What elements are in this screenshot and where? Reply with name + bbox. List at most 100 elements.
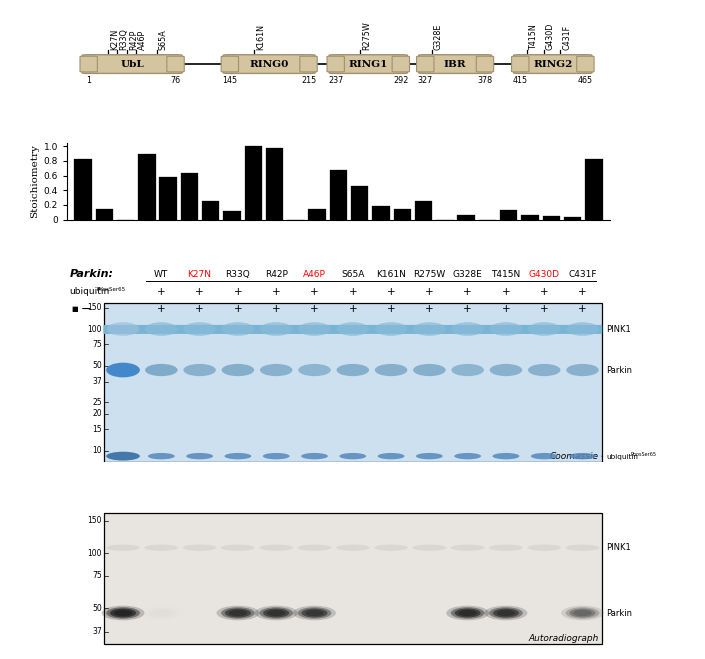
Ellipse shape: [446, 606, 489, 620]
Text: +: +: [425, 304, 434, 314]
Ellipse shape: [490, 364, 522, 376]
Text: +: +: [463, 304, 472, 314]
Ellipse shape: [224, 453, 251, 459]
Text: 415: 415: [513, 76, 528, 86]
Ellipse shape: [183, 544, 216, 551]
Ellipse shape: [148, 608, 174, 617]
Text: +: +: [157, 287, 166, 297]
Ellipse shape: [416, 453, 443, 459]
Ellipse shape: [412, 544, 446, 551]
Ellipse shape: [497, 610, 515, 616]
Text: WT: WT: [154, 270, 168, 279]
Bar: [393, 210, 411, 219]
Text: C431F: C431F: [563, 24, 572, 49]
Text: +: +: [233, 287, 243, 297]
Ellipse shape: [375, 322, 407, 336]
Text: A46P: A46P: [138, 29, 147, 49]
Ellipse shape: [484, 606, 527, 620]
Text: 100: 100: [87, 324, 102, 333]
Ellipse shape: [374, 544, 408, 551]
Bar: [415, 201, 432, 219]
Ellipse shape: [263, 608, 289, 617]
Text: G430D: G430D: [546, 22, 555, 49]
Text: 150: 150: [87, 303, 102, 312]
Ellipse shape: [259, 607, 293, 619]
FancyBboxPatch shape: [300, 56, 317, 72]
Ellipse shape: [106, 362, 140, 378]
Text: 76: 76: [171, 76, 180, 86]
Text: 145: 145: [222, 76, 238, 86]
Ellipse shape: [302, 608, 328, 617]
Text: Parkin:: Parkin:: [70, 269, 114, 279]
Text: S65A: S65A: [159, 29, 168, 49]
Text: 37: 37: [92, 627, 102, 637]
Text: 50: 50: [92, 604, 102, 613]
Text: +: +: [578, 287, 587, 297]
Text: 25: 25: [92, 398, 102, 407]
Text: +: +: [157, 304, 166, 314]
Bar: [458, 215, 475, 219]
Bar: [585, 159, 603, 219]
Ellipse shape: [298, 322, 331, 336]
Ellipse shape: [228, 610, 247, 616]
Ellipse shape: [565, 607, 599, 619]
Text: R275W: R275W: [413, 270, 446, 279]
Ellipse shape: [221, 364, 255, 376]
Ellipse shape: [102, 606, 145, 620]
Text: 37: 37: [92, 377, 102, 386]
FancyBboxPatch shape: [512, 56, 529, 72]
Text: IBR: IBR: [444, 59, 467, 69]
Text: K27N: K27N: [188, 270, 211, 279]
Ellipse shape: [450, 607, 484, 619]
Text: R33Q: R33Q: [226, 270, 250, 279]
FancyBboxPatch shape: [104, 513, 601, 644]
Text: RING0: RING0: [250, 59, 289, 69]
Bar: [95, 209, 113, 219]
Ellipse shape: [186, 453, 213, 459]
Ellipse shape: [489, 607, 523, 619]
Bar: [372, 206, 390, 219]
Ellipse shape: [145, 364, 178, 376]
Ellipse shape: [183, 364, 216, 376]
Text: +: +: [578, 304, 587, 314]
Text: G430D: G430D: [529, 270, 560, 279]
Ellipse shape: [260, 322, 293, 336]
Text: +: +: [195, 287, 204, 297]
Ellipse shape: [451, 364, 484, 376]
Text: G328E: G328E: [434, 23, 443, 49]
Text: PINK1: PINK1: [606, 543, 631, 552]
Text: T415N: T415N: [529, 24, 538, 49]
Bar: [245, 146, 262, 219]
Ellipse shape: [221, 607, 255, 619]
Text: 150: 150: [87, 517, 102, 525]
FancyBboxPatch shape: [221, 56, 238, 72]
Ellipse shape: [110, 608, 136, 617]
FancyBboxPatch shape: [167, 56, 184, 72]
Text: +: +: [348, 304, 357, 314]
Text: PhosSer65: PhosSer65: [630, 451, 656, 457]
Ellipse shape: [221, 322, 255, 336]
FancyBboxPatch shape: [223, 55, 315, 73]
FancyBboxPatch shape: [104, 325, 602, 334]
Ellipse shape: [267, 610, 286, 616]
Ellipse shape: [566, 322, 599, 336]
Text: R33Q: R33Q: [120, 28, 128, 49]
Text: ■: ■: [71, 306, 78, 312]
Text: PINK1: PINK1: [606, 324, 631, 333]
Ellipse shape: [527, 544, 561, 551]
FancyBboxPatch shape: [514, 55, 592, 73]
FancyBboxPatch shape: [80, 56, 97, 72]
Text: 10: 10: [92, 446, 102, 455]
Bar: [180, 173, 198, 219]
Bar: [138, 154, 156, 219]
Ellipse shape: [528, 364, 560, 376]
Text: Autoradiograph: Autoradiograph: [529, 634, 599, 643]
Ellipse shape: [413, 322, 446, 336]
Ellipse shape: [561, 606, 604, 620]
Text: 1: 1: [86, 76, 91, 86]
Ellipse shape: [259, 544, 293, 551]
Text: +: +: [348, 287, 357, 297]
Ellipse shape: [106, 607, 140, 619]
Ellipse shape: [531, 453, 558, 459]
Ellipse shape: [336, 364, 369, 376]
